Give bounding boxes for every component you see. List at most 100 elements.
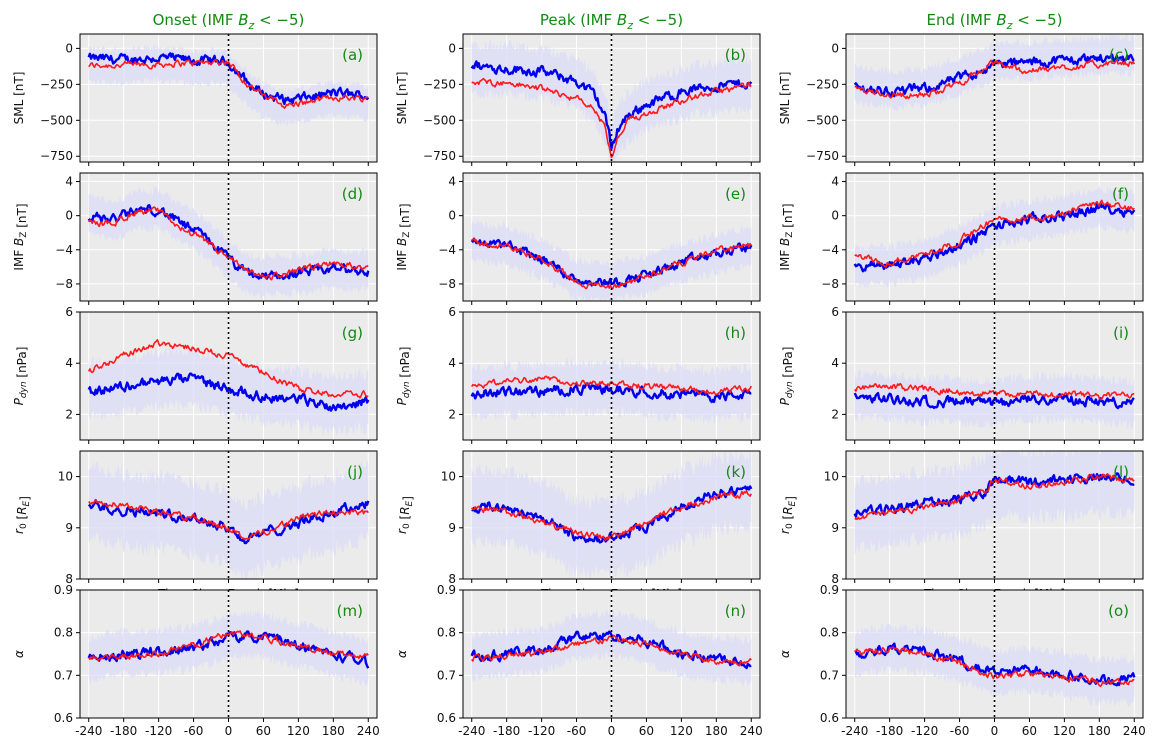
y-tick-label: 0 xyxy=(65,41,73,55)
y-tick-label: 0.6 xyxy=(437,711,456,725)
y-tick-label: 0.7 xyxy=(54,668,73,682)
x-tick-label: -180 xyxy=(110,724,137,738)
y-axis-label: Pdyn [nPa] xyxy=(778,347,795,406)
panel-label: (b) xyxy=(725,46,746,64)
y-axis-label: r0 [RE] xyxy=(395,496,415,534)
y-tick-label: 2 xyxy=(65,407,73,421)
panel-label: (m) xyxy=(337,602,363,620)
panel-f: 4 0 −4 −8 (f) IMF BZ [nT] xyxy=(778,172,1144,305)
y-tick-label: 0 xyxy=(448,209,456,223)
panel-label: (l) xyxy=(1113,463,1129,481)
x-tick-label: 180 xyxy=(1088,724,1111,738)
plot-area xyxy=(470,39,753,162)
y-tick-label: 9 xyxy=(448,521,456,535)
panel-label: (j) xyxy=(347,463,363,481)
x-tick-label: 0 xyxy=(608,724,616,738)
y-tick-label: −4 xyxy=(821,243,839,257)
y-axis-label: Pdyn [nPa] xyxy=(12,347,29,406)
y-tick-label: −4 xyxy=(438,243,456,257)
y-axis-label: r0 [RE] xyxy=(778,496,798,534)
panel-label: (d) xyxy=(342,185,363,203)
plot-area xyxy=(87,43,370,127)
panel-label: (o) xyxy=(1108,602,1129,620)
y-tick-label: −750 xyxy=(806,149,839,163)
y-tick-label: 10 xyxy=(441,470,456,484)
y-tick-label: 0.9 xyxy=(820,583,839,597)
x-tick-label: -180 xyxy=(493,724,520,738)
y-tick-label: 0 xyxy=(448,41,456,55)
series-line-red xyxy=(854,58,1136,100)
series-line-red xyxy=(471,375,753,396)
y-tick-label: 8 xyxy=(65,572,73,586)
panel-label: (k) xyxy=(726,463,746,481)
y-axis-label: Pdyn [nPa] xyxy=(395,347,412,406)
panel-d: 4 0 −4 −8 (d) IMF BZ [nT] xyxy=(12,172,378,305)
series-line-blue xyxy=(470,382,752,404)
x-tick-label: 240 xyxy=(740,724,763,738)
x-tick-label: 120 xyxy=(1053,724,1076,738)
y-tick-label: 0.6 xyxy=(820,711,839,725)
panel-n: 0.9 0.8 0.7 0.6-240 -180 -120 -60 0 60 120 180 240 (… xyxy=(395,583,763,738)
y-axis-label: α xyxy=(778,650,792,658)
series-line-blue xyxy=(87,372,370,412)
y-axis-label: IMF BZ [nT] xyxy=(778,203,795,270)
series-line-red xyxy=(88,630,369,662)
y-axis-label: SML [nT] xyxy=(12,72,26,125)
panel-b: 0 −250 −500 −750 (b) SML [nT] xyxy=(395,33,761,166)
x-tick-label: 240 xyxy=(1123,724,1146,738)
column-title-peak: Peak (IMF Bz < −5) xyxy=(540,11,683,32)
y-tick-label: 4 xyxy=(65,175,73,189)
x-tick-label: -60 xyxy=(184,724,204,738)
x-tick-label: 60 xyxy=(256,724,271,738)
series-line-red xyxy=(88,206,369,281)
uncertainty-band xyxy=(854,184,1135,290)
y-tick-label: 0.7 xyxy=(820,668,839,682)
series-line-red xyxy=(471,238,752,290)
y-tick-label: −4 xyxy=(55,243,73,257)
panel-label: (a) xyxy=(342,46,363,64)
x-tick-label: 0 xyxy=(225,724,233,738)
y-tick-label: 4 xyxy=(831,175,839,189)
y-tick-label: −8 xyxy=(821,277,839,291)
panel-label: (h) xyxy=(725,324,746,342)
y-tick-label: 9 xyxy=(831,521,839,535)
y-axis-label: SML [nT] xyxy=(395,72,409,125)
y-tick-label: 0.8 xyxy=(54,626,73,640)
series-line-blue xyxy=(87,499,370,545)
y-tick-label: −500 xyxy=(40,113,73,127)
y-tick-label: −8 xyxy=(438,277,456,291)
uncertainty-band xyxy=(854,451,1135,556)
y-tick-label: −250 xyxy=(806,77,839,91)
y-tick-label: 10 xyxy=(58,470,73,484)
y-tick-label: 9 xyxy=(65,521,73,535)
y-tick-label: 0.7 xyxy=(437,668,456,682)
y-tick-label: 0 xyxy=(831,41,839,55)
panel-c: 0 −250 −500 −750 (c) SML [nT] xyxy=(778,33,1144,166)
x-tick-label: 180 xyxy=(322,724,345,738)
x-tick-label: 0 xyxy=(991,724,999,738)
y-tick-label: 10 xyxy=(824,470,839,484)
y-axis-label: SML [nT] xyxy=(778,72,792,125)
uncertainty-band xyxy=(471,39,752,162)
x-tick-label: -180 xyxy=(876,724,903,738)
panel-h: 6 4 2 (h) Pdyn [nPa] xyxy=(395,305,761,444)
y-tick-label: 6 xyxy=(448,305,456,319)
plot-area xyxy=(87,459,370,579)
x-tick-label: -120 xyxy=(145,724,172,738)
x-tick-label: -120 xyxy=(911,724,938,738)
panel-i: 6 4 2 (i) Pdyn [nPa] xyxy=(778,305,1144,444)
plot-area xyxy=(853,451,1135,556)
x-tick-label: 180 xyxy=(705,724,728,738)
y-tick-label: −250 xyxy=(40,77,73,91)
y-tick-label: 4 xyxy=(65,356,73,370)
y-axis-label: α xyxy=(395,650,409,658)
panel-label: (i) xyxy=(1113,324,1129,342)
uncertainty-band xyxy=(88,459,369,579)
series-line-red xyxy=(471,77,752,159)
y-tick-label: 2 xyxy=(448,407,456,421)
y-tick-label: 6 xyxy=(831,305,839,319)
y-tick-label: −750 xyxy=(40,149,73,163)
series-line-red xyxy=(88,499,369,541)
